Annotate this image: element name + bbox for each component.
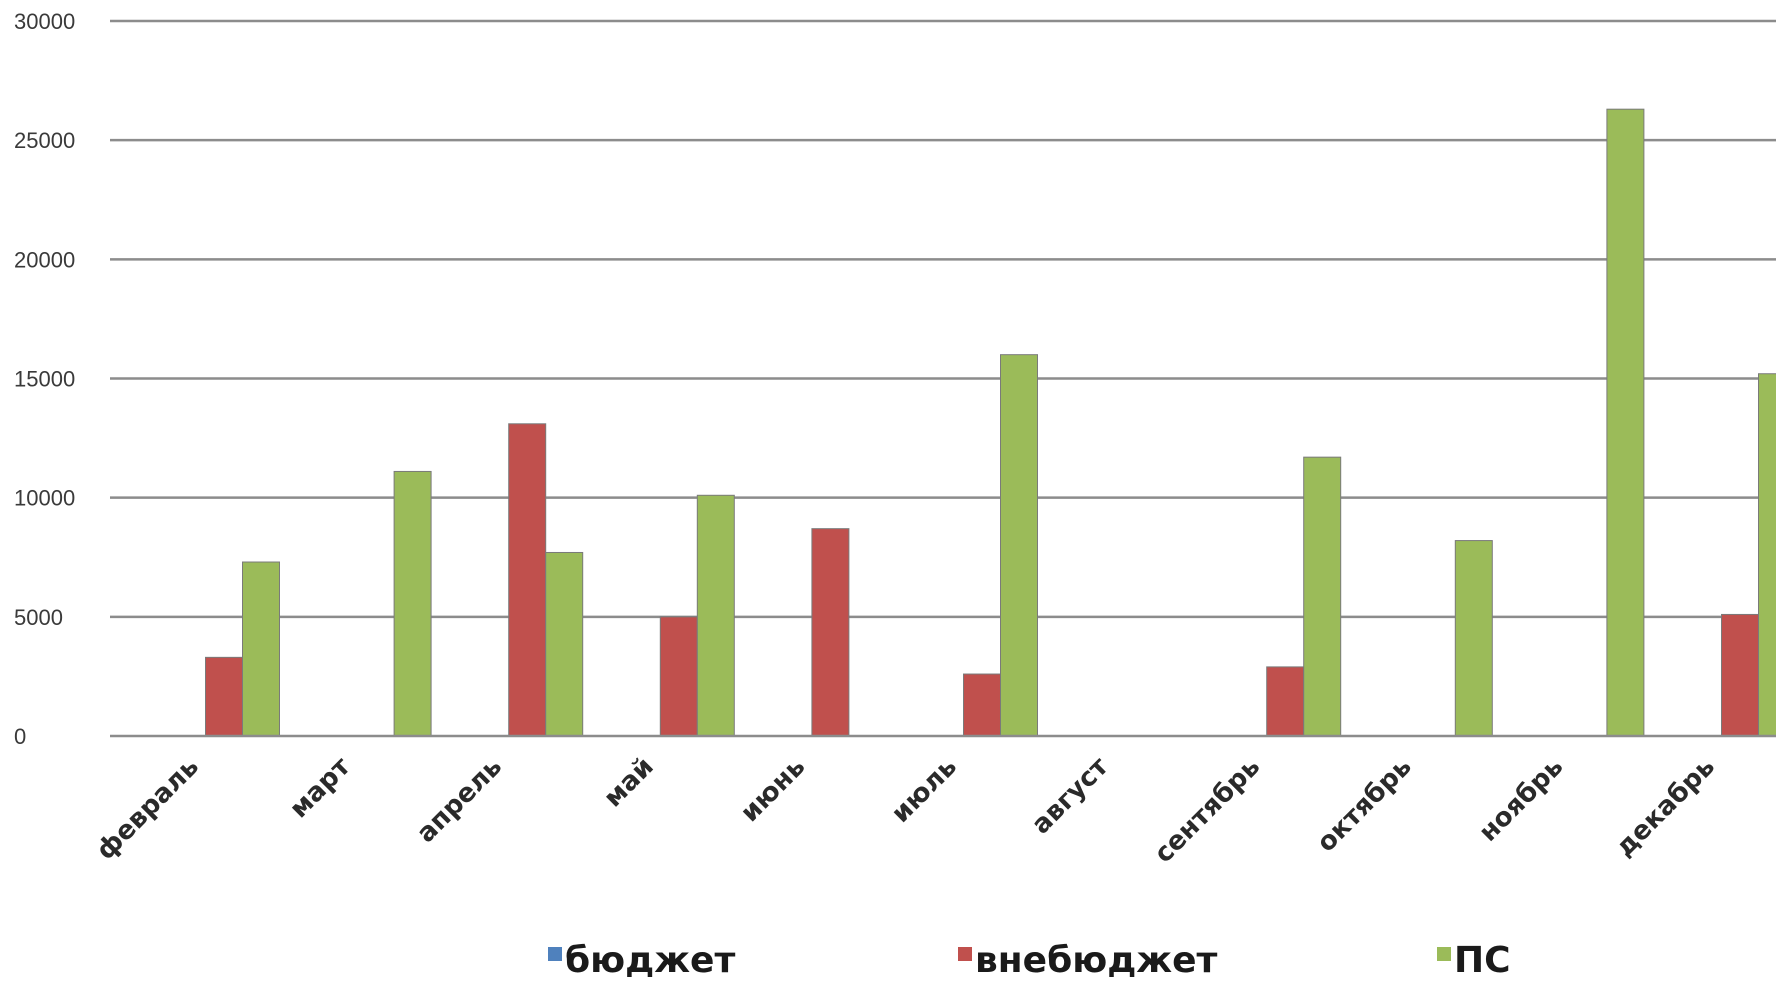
x-tick-label: сентябрь — [1149, 752, 1266, 869]
bar-внебюджет-декабрь — [1721, 613, 1759, 737]
x-tick-label: октябрь — [1311, 752, 1417, 858]
gridlines — [110, 19, 1776, 619]
bar-ПС-апрель — [545, 551, 584, 737]
legend-swatch — [1437, 947, 1451, 961]
y-tick-label: 0 — [14, 724, 26, 749]
x-tick-label: июнь — [735, 752, 811, 828]
bars — [205, 108, 1776, 737]
bar-ПС-октябрь — [1454, 540, 1493, 737]
x-tick-label: февраль — [91, 752, 205, 866]
y-tick-label: 5000 — [14, 605, 63, 630]
y-tick-label: 25000 — [14, 128, 75, 153]
bar-ПС-декабрь — [1758, 373, 1776, 737]
legend-label: внебюджет — [975, 940, 1218, 981]
x-tick-label: апрель — [411, 752, 508, 849]
legend-label: ПС — [1454, 940, 1511, 981]
bar-внебюджет-апрель — [508, 423, 547, 737]
y-axis-ticks: 0 5000 10000 15000 20000 25000 30000 — [14, 9, 75, 749]
bar-внебюджет-июль — [963, 673, 1001, 737]
x-axis-ticks: февраль март апрель май июнь июль август сентяб… — [91, 752, 1721, 869]
bar-ПС-май — [696, 494, 735, 737]
y-tick-label: 10000 — [14, 486, 75, 511]
bar-внебюджет-февраль — [205, 656, 243, 737]
legend-swatch — [958, 947, 972, 961]
x-tick-label: март — [284, 752, 356, 824]
x-tick-label: июль — [886, 752, 963, 829]
bar-внебюджет-май — [659, 616, 698, 737]
x-tick-label: май — [598, 752, 660, 814]
bar-внебюджет-сентябрь — [1266, 666, 1305, 737]
y-tick-label: 20000 — [14, 247, 75, 272]
y-tick-label: 30000 — [14, 9, 75, 34]
x-tick-label: август — [1026, 752, 1114, 840]
bar-ПС-июль — [1000, 354, 1038, 737]
x-tick-label: декабрь — [1610, 752, 1721, 863]
legend-swatch — [548, 947, 562, 961]
legend: бюджет внебюджет ПС — [548, 940, 1511, 981]
x-tick-label: ноябрь — [1473, 752, 1569, 848]
legend-label: бюджет — [565, 940, 735, 981]
bar-ПС-сентябрь — [1303, 456, 1342, 737]
bar-ПС-февраль — [242, 561, 280, 737]
bar-внебюджет-июнь — [811, 528, 850, 737]
bar-ПС-март — [393, 470, 432, 737]
y-tick-label: 15000 — [14, 367, 75, 392]
bar-ПС-ноябрь — [1606, 108, 1645, 737]
